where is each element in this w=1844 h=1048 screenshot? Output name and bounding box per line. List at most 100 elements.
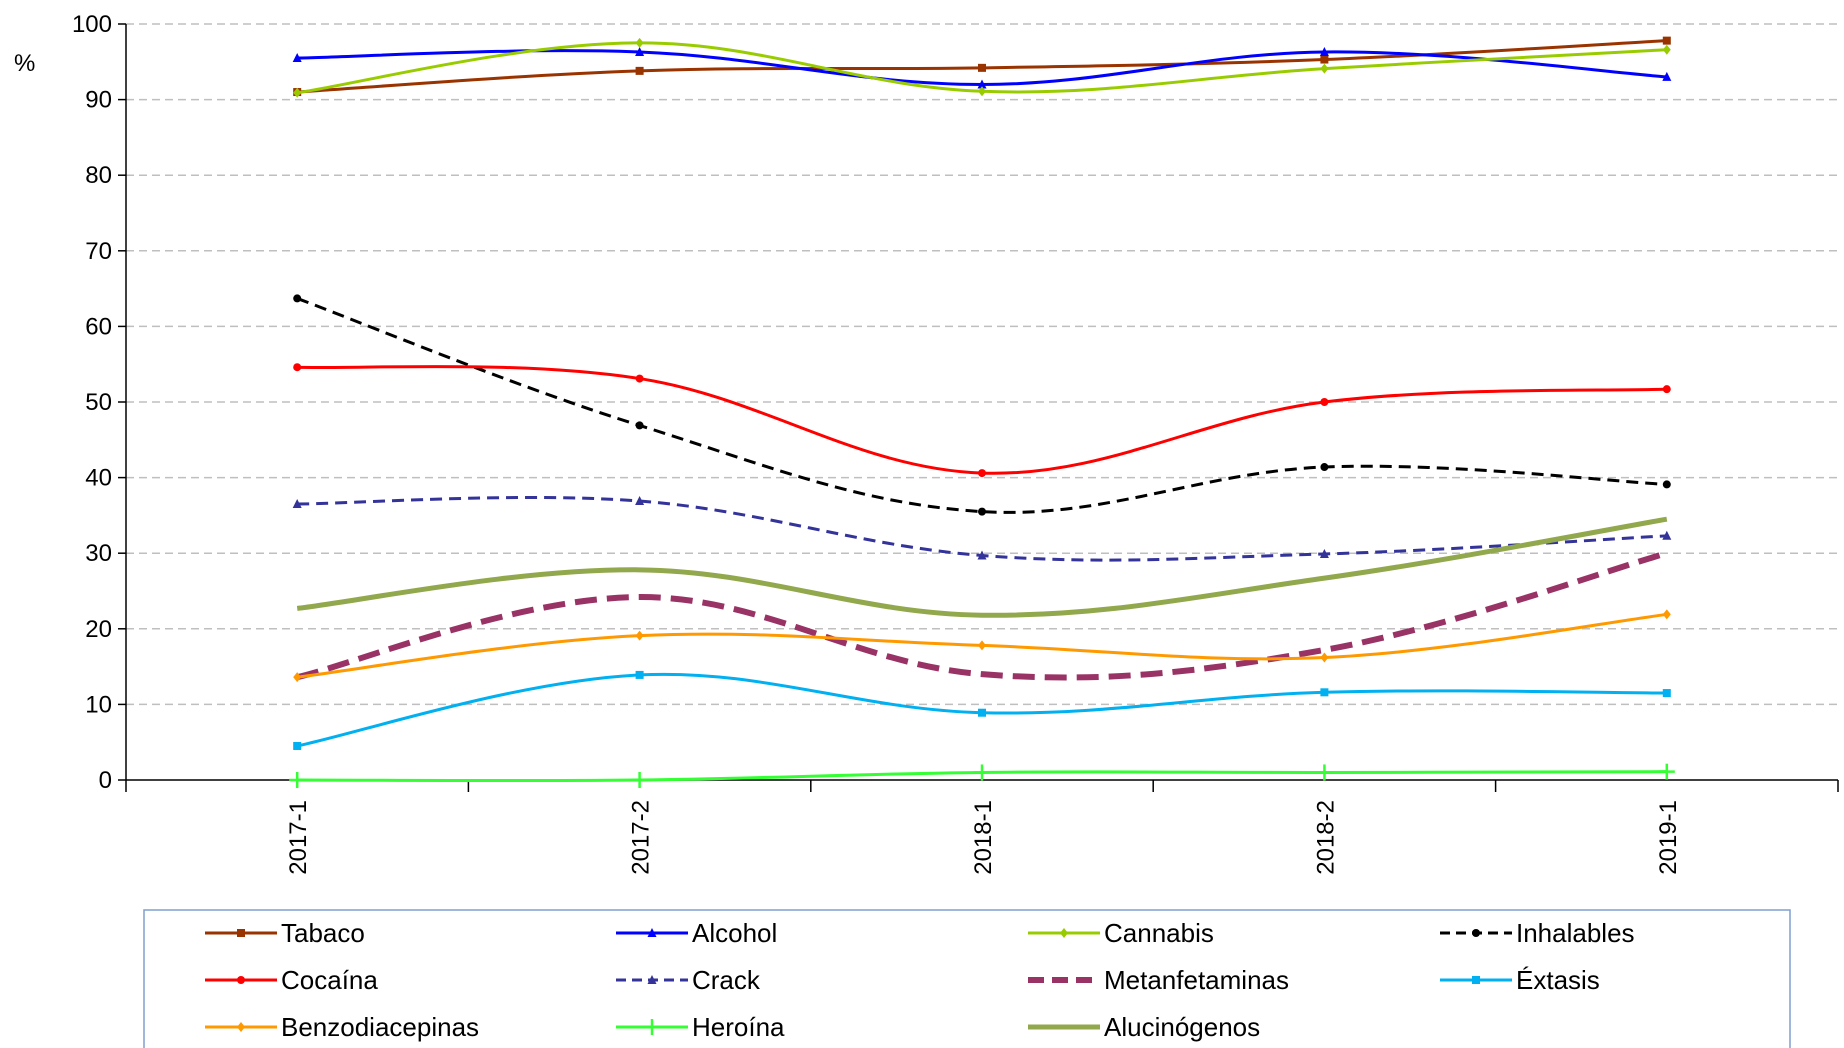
data-point-cannabis	[1320, 63, 1329, 74]
x-tick-label: 2018-2	[1312, 800, 1339, 875]
data-point-benzodiacepinas	[635, 630, 644, 641]
legend-label: Benzodiacepinas	[281, 1012, 479, 1042]
legend-label: Cocaína	[281, 965, 378, 995]
legend-item-inhalables: Inhalables	[1440, 918, 1635, 948]
data-point-inhalables	[978, 507, 986, 516]
legend-item-alcohol: Alcohol	[616, 918, 777, 948]
series-line-metanfetaminas	[296, 550, 1668, 681]
series-alcohol	[292, 46, 1672, 89]
legend-label: Alcohol	[692, 918, 777, 948]
series-benzodiacepinas	[293, 609, 1671, 683]
series-extasis	[293, 670, 1671, 750]
legend-label: Alucinógenos	[1104, 1012, 1260, 1042]
data-point-heroina	[1658, 763, 1675, 780]
legend-marker	[237, 929, 245, 937]
data-point-extasis	[635, 670, 644, 679]
y-tick-label: 80	[85, 162, 112, 189]
y-tick-label: 30	[85, 540, 112, 567]
data-point-inhalables	[1662, 480, 1671, 489]
y-tick-label: 20	[85, 616, 112, 643]
data-point-cocaina	[978, 469, 986, 478]
data-point-cannabis	[978, 86, 986, 97]
series-line-cocaina	[297, 365, 1667, 475]
legend-label: Éxtasis	[1516, 965, 1600, 995]
data-point-alcohol	[1662, 71, 1672, 81]
data-point-crack	[635, 496, 645, 506]
data-point-heroina	[289, 772, 306, 788]
data-point-cocaina	[635, 374, 644, 383]
x-tick-label: 2017-1	[285, 800, 312, 875]
legend-item-tabaco: Tabaco	[205, 918, 365, 948]
data-point-heroina	[1316, 764, 1333, 781]
data-point-crack	[292, 499, 302, 509]
x-tick-labels: 2017-1 2017-2 2018-1 2018-2 2019-1	[285, 800, 1682, 875]
series-crack	[292, 496, 1672, 562]
series-heroina	[289, 763, 1675, 788]
data-point-tabaco	[1320, 55, 1329, 64]
data-point-inhalables	[635, 421, 644, 430]
data-point-heroina	[631, 772, 648, 788]
series-inhalables	[293, 294, 1671, 516]
series-cocaina	[293, 363, 1671, 478]
series-alucinogenos	[296, 516, 1668, 618]
data-point-extasis	[1662, 689, 1671, 698]
data-point-tabaco	[1662, 36, 1671, 45]
y-tick-label: 60	[85, 313, 112, 340]
data-point-benzodiacepinas	[293, 672, 302, 683]
axes	[118, 23, 1839, 792]
legend-marker	[1472, 976, 1480, 984]
data-point-cocaina	[293, 363, 302, 372]
data-point-crack	[1319, 548, 1329, 558]
data-point-cocaina	[1320, 398, 1329, 406]
legend-label: Crack	[692, 965, 761, 995]
data-point-crack	[977, 550, 987, 560]
x-tick-label: 2018-1	[970, 800, 997, 875]
series-cannabis	[293, 37, 1671, 98]
legend-item-cocaina: Cocaína	[205, 965, 378, 995]
y-axis-unit-label: %	[14, 50, 35, 77]
data-point-cannabis	[1662, 44, 1671, 55]
data-point-benzodiacepinas	[1320, 652, 1329, 663]
data-point-alcohol	[292, 53, 302, 63]
legend-item-alucinogenos: Alucinógenos	[1028, 1012, 1260, 1042]
data-point-alcohol	[635, 46, 645, 56]
x-tick-label: 2019-1	[1655, 800, 1682, 875]
data-point-cannabis	[293, 87, 302, 98]
legend-marker	[647, 975, 657, 984]
legend-marker	[237, 1022, 245, 1032]
y-tick-label: 10	[85, 691, 112, 718]
data-point-tabaco	[635, 66, 644, 75]
data-point-benzodiacepinas	[978, 640, 986, 651]
data-point-extasis	[1320, 688, 1329, 697]
legend-item-crack: Crack	[616, 965, 761, 995]
data-point-cocaina	[1662, 385, 1671, 394]
series-metanfetaminas	[296, 550, 1668, 681]
legend-marker	[1060, 928, 1068, 938]
legend-label: Metanfetaminas	[1104, 965, 1289, 995]
data-point-heroina	[974, 764, 990, 781]
legend-item-cannabis: Cannabis	[1028, 918, 1214, 948]
y-tick-label: 50	[85, 389, 112, 416]
legend-marker	[644, 1019, 660, 1035]
data-point-alcohol	[977, 79, 987, 89]
legend-label: Tabaco	[281, 918, 365, 948]
legend-label: Cannabis	[1104, 918, 1214, 948]
data-point-crack	[1662, 530, 1672, 540]
legend-item-benzodiacepinas: Benzodiacepinas	[205, 1012, 479, 1042]
data-point-alcohol	[1319, 46, 1329, 56]
series-lines	[289, 36, 1675, 788]
y-tick-label: 0	[99, 767, 112, 794]
data-point-benzodiacepinas	[1662, 609, 1671, 620]
series-line-inhalables	[296, 297, 1667, 514]
data-point-extasis	[978, 708, 986, 717]
data-point-cannabis	[635, 37, 644, 48]
y-tick-label: 40	[85, 465, 112, 492]
legend-marker	[1472, 929, 1480, 937]
data-point-inhalables	[1320, 463, 1329, 472]
y-tick-label: 100	[72, 11, 112, 38]
legend-item-heroina: Heroína	[616, 1012, 785, 1042]
data-point-tabaco	[978, 63, 986, 72]
legend-marker	[647, 928, 657, 937]
legend-item-extasis: Éxtasis	[1440, 965, 1600, 995]
